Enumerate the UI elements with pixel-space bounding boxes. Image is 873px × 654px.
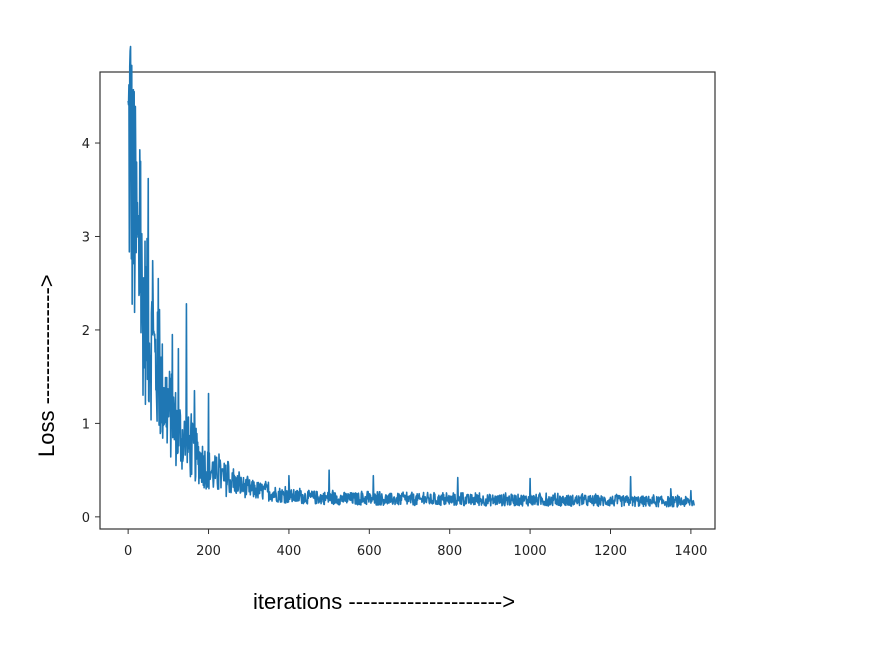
x-tick-label: 400 xyxy=(277,544,302,559)
y-tick-label: 0 xyxy=(82,511,90,526)
y-tick-label: 2 xyxy=(82,324,90,339)
x-tick-label: 600 xyxy=(357,544,382,559)
y-tick-label: 3 xyxy=(82,230,90,245)
y-tick-label: 4 xyxy=(82,137,90,152)
x-tick-label: 1000 xyxy=(514,544,547,559)
x-tick-label: 0 xyxy=(124,544,132,559)
x-tick-label: 1200 xyxy=(594,544,627,559)
x-axis: 0 200 400 600 800 1000 1200 1400 xyxy=(124,529,707,559)
x-axis-label: iterations ---------------------> xyxy=(253,589,515,614)
x-tick-label: 1400 xyxy=(674,544,707,559)
x-tick-label: 200 xyxy=(196,544,221,559)
y-axis-label: Loss ----------------> xyxy=(34,274,59,457)
x-tick-label: 800 xyxy=(437,544,462,559)
loss-series-line xyxy=(127,45,695,508)
y-axis: 0 1 2 3 4 xyxy=(82,137,100,526)
y-tick-label: 1 xyxy=(82,417,90,432)
